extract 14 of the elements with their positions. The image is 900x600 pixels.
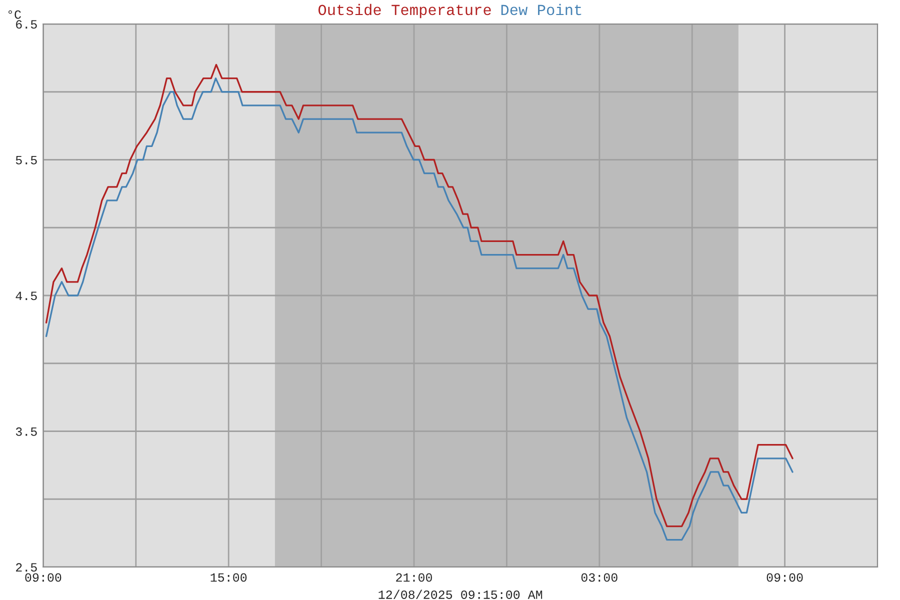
x-tick-label: 15:00 [210,573,247,582]
x-tick-label: 21:00 [396,573,432,582]
x-tick-label: 09:00 [766,573,803,582]
y-tick-label: 5.5 [16,156,37,164]
x-tick-label: 09:00 [25,573,62,582]
y-axis-title: °C [8,10,21,19]
y-tick-label: 4.5 [16,292,37,300]
y-tick-label: 3.5 [16,427,37,436]
x-tick-label: 03:00 [581,573,618,582]
x-axis-title: 12/08/2025 09:15:00 AM [378,590,542,599]
text: Outside Temperature [318,4,491,18]
y-tick-label: 2.5 [16,563,37,572]
y-tick-label: 6.5 [16,20,37,29]
text: Dew Point [501,4,582,16]
